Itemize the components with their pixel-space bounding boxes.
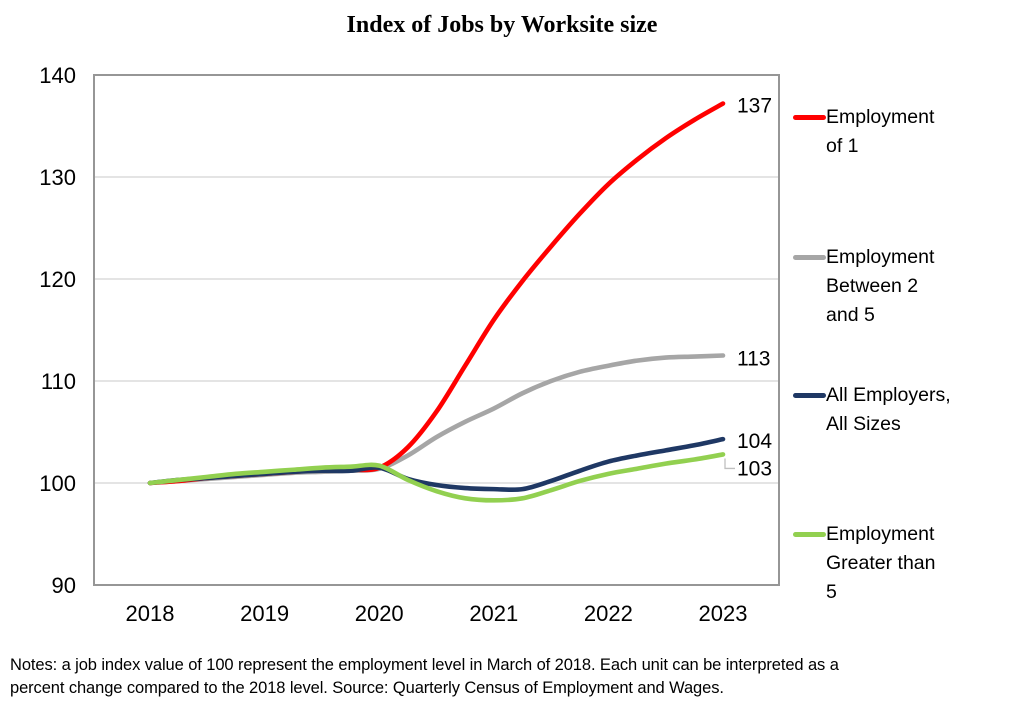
x-tick-label: 2023 <box>699 601 748 626</box>
chart-title: Index of Jobs by Worksite size <box>346 12 658 38</box>
notes-line: Notes: a job index value of 100 represen… <box>10 656 839 674</box>
series-line-employment-of-1 <box>147 101 726 486</box>
legend-label: Employment of 1 <box>826 103 934 161</box>
data-label-103: 103 <box>737 457 772 480</box>
notes-text: Notes: a job index value of 100 represen… <box>10 654 1010 700</box>
x-tick-label: 2022 <box>584 601 633 626</box>
legend-item-employment-between-2-and-5: Employment Between 2 and 5 <box>793 243 934 330</box>
x-tick-label: 2021 <box>469 601 518 626</box>
data-label-113: 113 <box>737 348 770 371</box>
leader-line <box>724 458 735 470</box>
legend-label: Employment Between 2 and 5 <box>826 243 934 330</box>
y-tick-label: 120 <box>39 267 76 292</box>
x-tick-label: 2019 <box>240 601 289 626</box>
legend-label-line: Greater than <box>826 552 936 574</box>
data-label-104: 104 <box>737 430 772 453</box>
legend-label: Employment Greater than 5 <box>826 520 935 607</box>
legend-item-employment-greater-than-5: Employment Greater than 5 <box>793 520 935 607</box>
legend-label-line: Between 2 <box>826 275 919 297</box>
legend-label-line: All Sizes <box>826 413 901 435</box>
series-line-employment-between-2-and-5 <box>147 353 726 486</box>
y-tick-label: 110 <box>41 369 76 394</box>
legend-marker-all-employers-all-sizes <box>793 393 826 398</box>
legend-label-line: of 1 <box>826 135 859 157</box>
y-tick-label: 100 <box>39 471 76 496</box>
legend: Employment of 1 Employment Between 2 and… <box>793 75 1021 603</box>
series-line-all-employers-all-sizes <box>147 436 726 493</box>
legend-label-line: and 5 <box>826 304 875 326</box>
legend-label-line: Employment <box>826 246 935 268</box>
legend-marker-employment-between-2-and-5 <box>793 255 826 260</box>
y-tick-label: 130 <box>39 165 76 190</box>
notes-line: percent change compared to the 2018 leve… <box>10 679 724 697</box>
series-line-employment-greater-than-5 <box>147 452 726 503</box>
y-tick-label: 90 <box>52 573 76 598</box>
legend-item-all-employers-all-sizes: All Employers, All Sizes <box>793 381 951 439</box>
y-tick-label: 140 <box>39 63 76 88</box>
legend-item-employment-of-1: Employment of 1 <box>793 103 934 161</box>
legend-label-line: 5 <box>826 581 837 603</box>
legend-marker-employment-greater-than-5 <box>793 532 826 537</box>
legend-label-line: Employment <box>826 106 935 128</box>
legend-label-line: Employment <box>826 523 935 545</box>
legend-label: All Employers, All Sizes <box>826 381 951 439</box>
legend-label-line: All Employers, <box>826 384 951 406</box>
x-tick-label: 2018 <box>126 601 175 626</box>
plot-area <box>93 74 780 586</box>
legend-marker-employment-of-1 <box>793 115 826 120</box>
x-tick-label: 2020 <box>355 601 404 626</box>
data-label-137: 137 <box>737 95 772 118</box>
